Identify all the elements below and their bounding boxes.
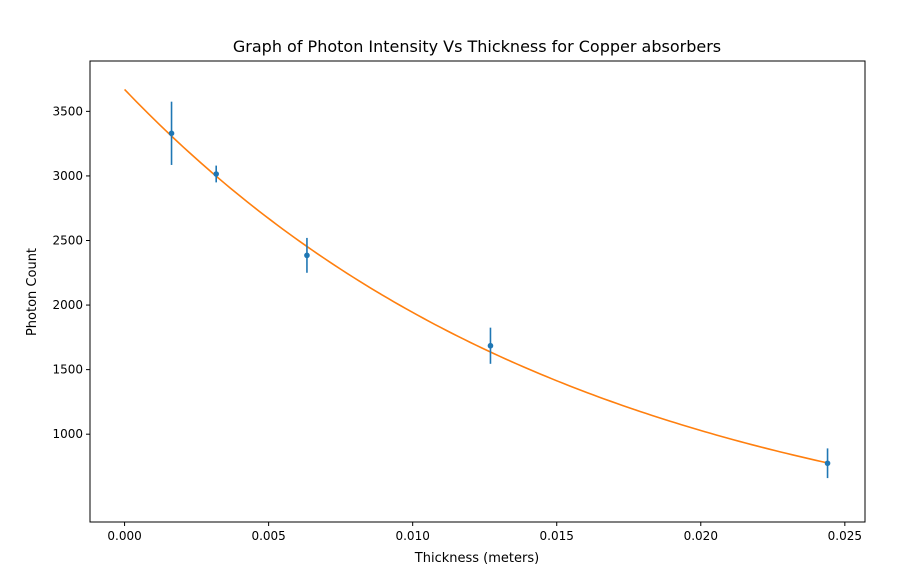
x-tick-label: 0.015 (540, 529, 574, 543)
x-tick-label: 0.005 (251, 529, 285, 543)
x-axis-title: Thickness (meters) (414, 551, 539, 566)
data-point (168, 130, 175, 137)
data-point (824, 460, 831, 467)
x-tick-label: 0.010 (395, 529, 429, 543)
y-tick-label: 2000 (52, 298, 83, 312)
fit-curve (123, 88, 828, 464)
y-tick-label: 2500 (52, 233, 83, 247)
y-tick-label: 3000 (52, 169, 83, 183)
x-tick-label: 0.025 (828, 529, 862, 543)
y-tick-label: 1000 (52, 427, 83, 441)
y-axis-title: Photon Count (25, 248, 40, 336)
data-point (304, 252, 310, 259)
x-axis: 0.000 0.005 0.010 0.015 0.020 0.025 (107, 522, 862, 543)
y-tick-label: 3500 (52, 104, 83, 118)
y-tick-label: 1500 (52, 363, 83, 377)
y-axis: 1000 1500 2000 2500 3000 3500 (52, 104, 90, 441)
x-tick-label: 0.020 (684, 529, 718, 543)
data-point (213, 171, 219, 177)
x-tick-label: 0.000 (107, 529, 141, 543)
data-point (487, 342, 494, 349)
plot-area (123, 88, 831, 479)
chart-title: Graph of Photon Intensity Vs Thickness f… (233, 37, 721, 56)
axes-frame (89, 60, 866, 523)
